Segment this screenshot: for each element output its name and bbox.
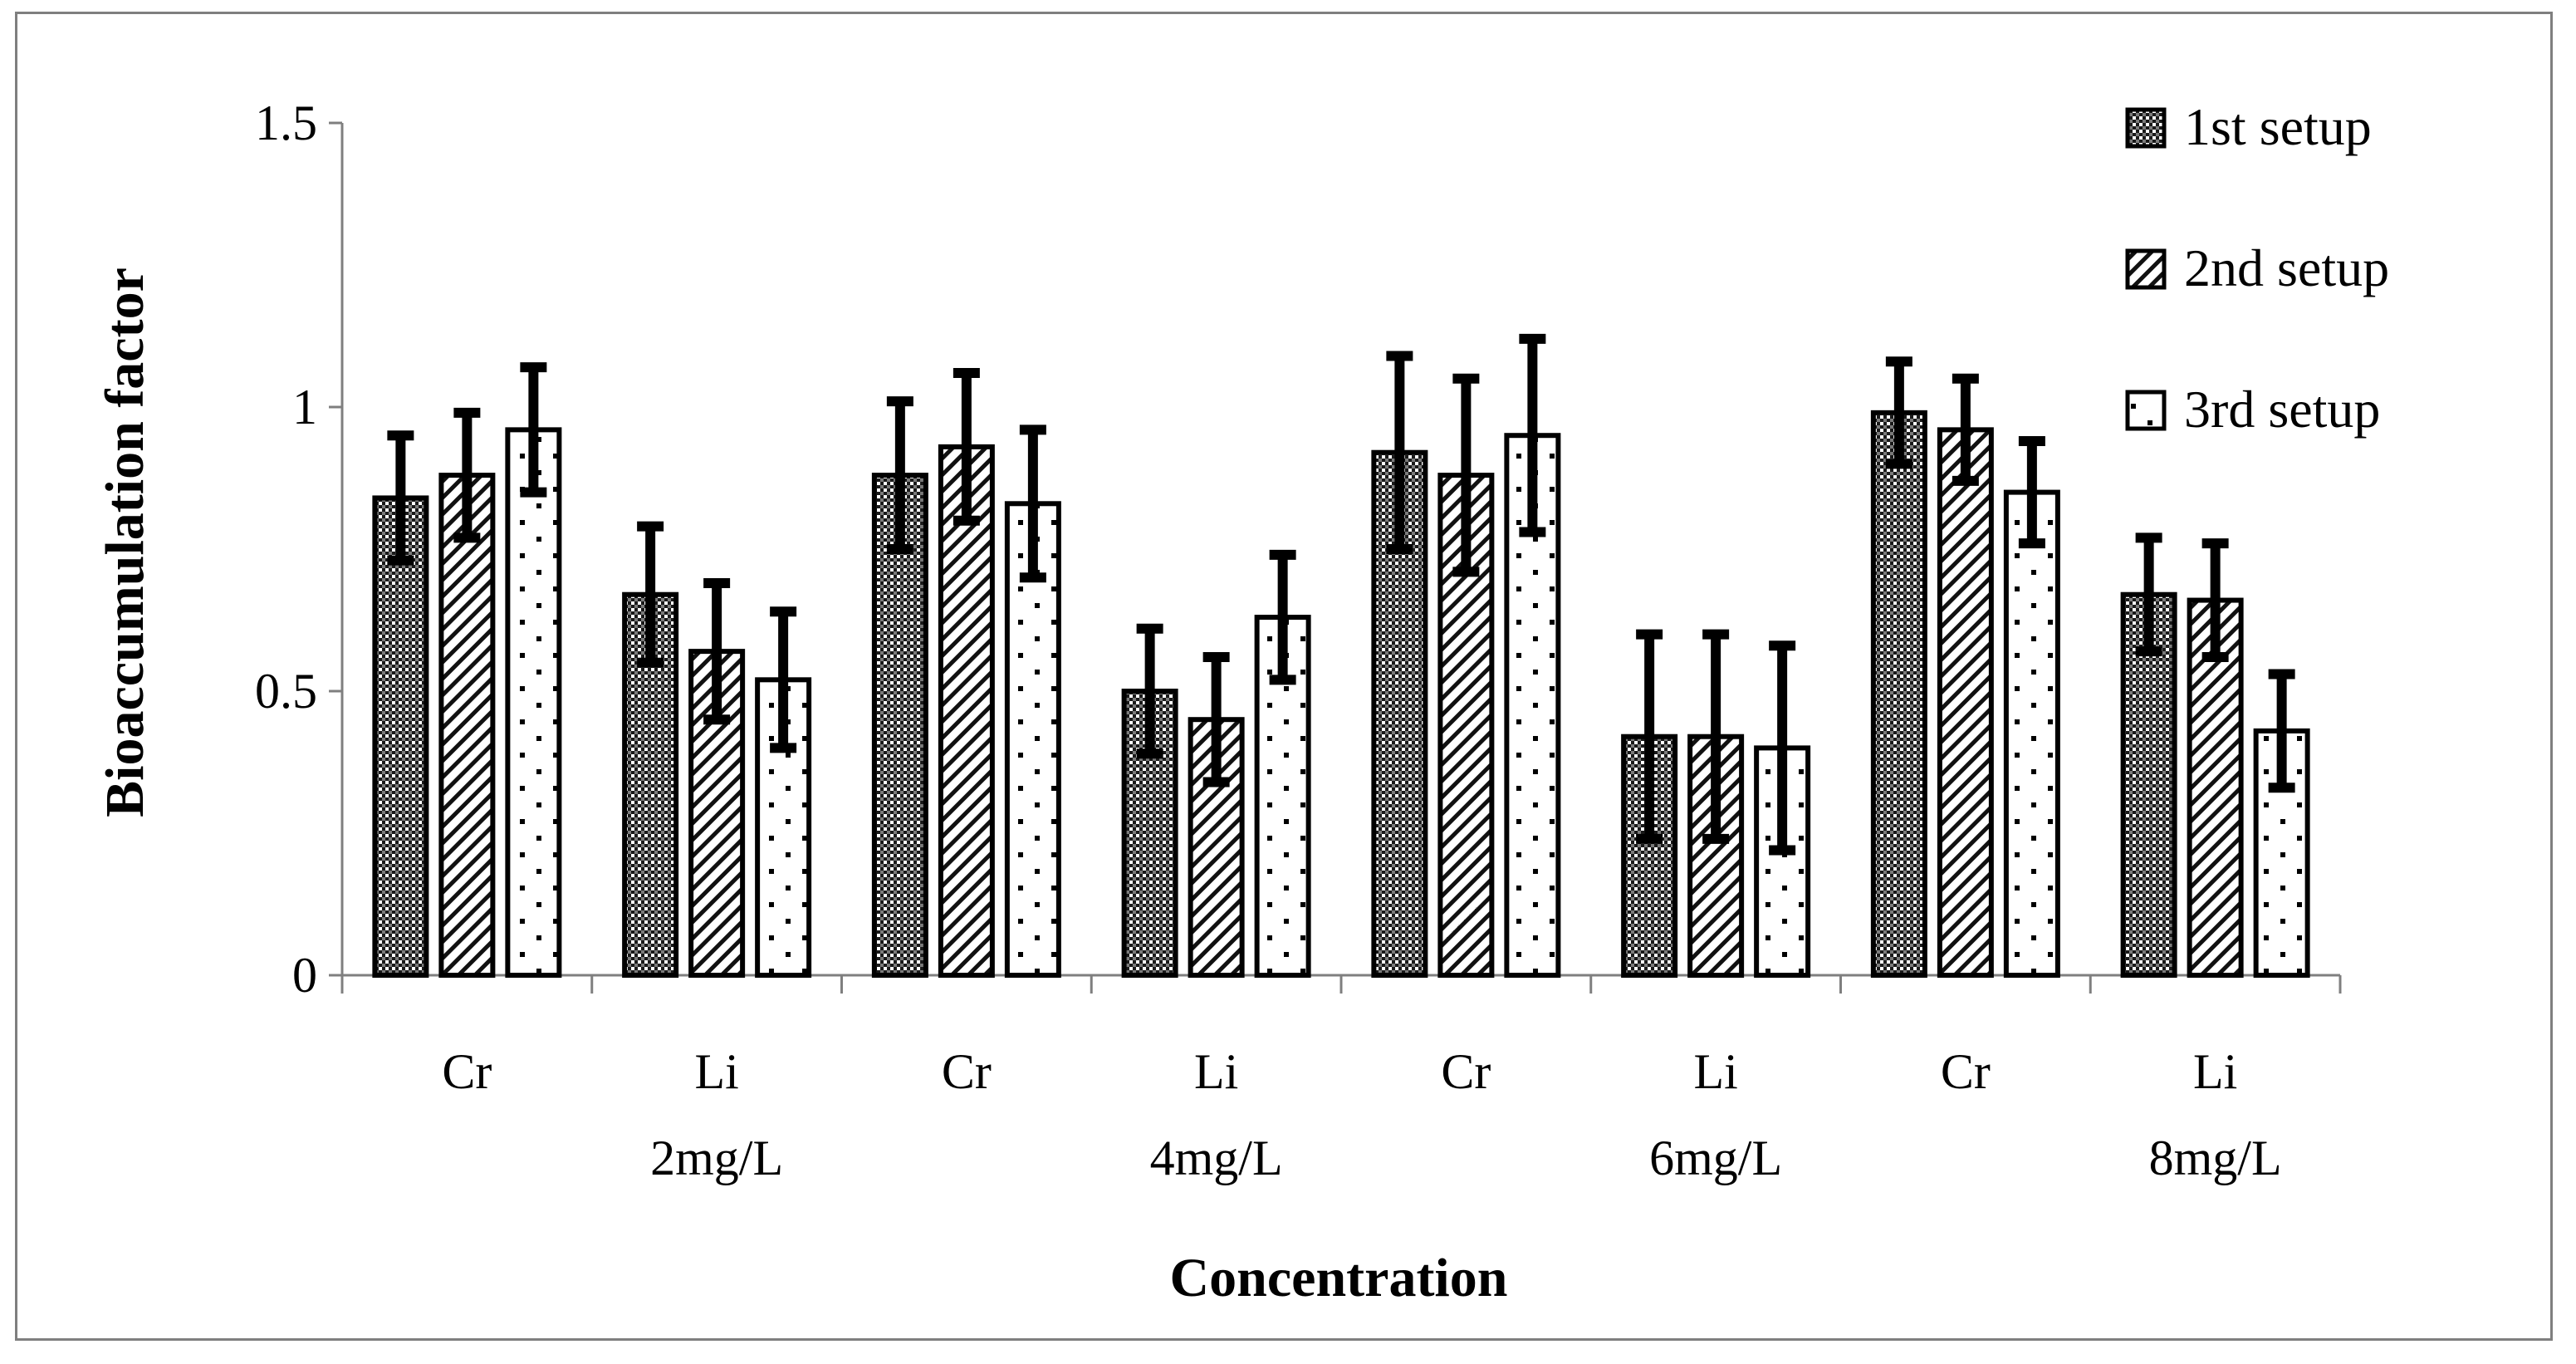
legend-swatch: [2125, 248, 2167, 290]
x-tick-label-sub: 6mg/L: [1649, 1131, 1782, 1185]
x-axis: [340, 974, 2342, 994]
x-tick-labels: Cr Li 2mg/L Cr Li 4mg/L Cr Li 6mg/L Cr Li 8mg/L: [442, 1044, 2281, 1185]
x-tick-label: Li: [1194, 1044, 1238, 1099]
bar: [2120, 591, 2177, 978]
bar: [2187, 597, 2244, 978]
x-tick-label: Li: [2193, 1044, 2237, 1099]
x-tick-label-sub: 4mg/L: [1150, 1131, 1283, 1185]
x-tick-label: Cr: [1941, 1044, 1991, 1099]
y-tick-label: 0.5: [255, 664, 317, 719]
legend-label: 2nd setup: [2184, 238, 2389, 297]
legend-label: 1st setup: [2184, 97, 2372, 156]
x-tick-label: Li: [1693, 1044, 1737, 1099]
legend-swatch: [2125, 390, 2167, 431]
x-tick-label-sub: 8mg/L: [2149, 1131, 2282, 1185]
x-tick-label: Cr: [442, 1044, 492, 1099]
legend: 1st setup 2nd setup 3rd setup: [2125, 97, 2389, 439]
y-tick-label: 0: [292, 948, 317, 1003]
y-axis: 0 0.5 1 1.5: [255, 96, 344, 1003]
bar: [372, 495, 429, 978]
bar: [1870, 410, 1927, 978]
bar: [938, 444, 995, 978]
x-tick-label-sub: 2mg/L: [650, 1131, 783, 1185]
y-tick-label: 1: [292, 380, 317, 434]
bar: [438, 473, 496, 978]
bars: [372, 333, 2310, 979]
bar: [1937, 427, 1994, 978]
legend-swatch: [2125, 107, 2167, 149]
x-tick-label: Cr: [942, 1044, 992, 1099]
x-tick-label: Cr: [1441, 1044, 1491, 1099]
bar: [505, 427, 562, 978]
y-axis-title: Bioaccumulation factor: [95, 267, 155, 817]
legend-label: 3rd setup: [2184, 380, 2380, 439]
bar: [2003, 489, 2060, 978]
x-tick-label: Li: [694, 1044, 738, 1099]
y-tick-label: 1.5: [255, 96, 317, 150]
x-axis-title: Concentration: [1170, 1248, 1508, 1308]
